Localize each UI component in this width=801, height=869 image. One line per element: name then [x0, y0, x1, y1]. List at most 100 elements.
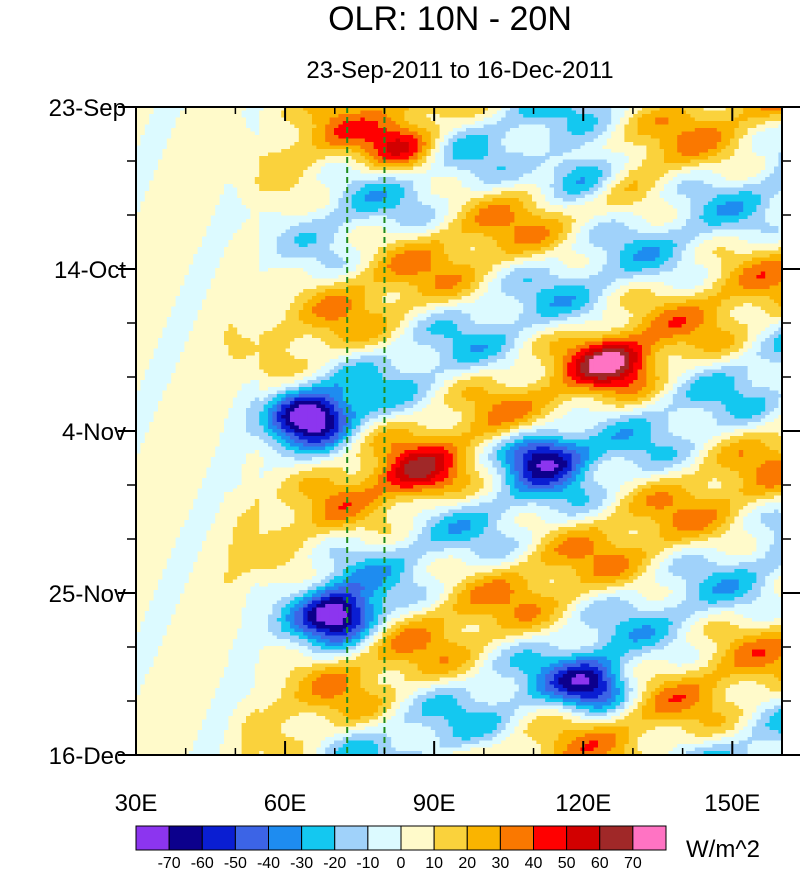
field-cell [422, 142, 427, 146]
field-cell [193, 153, 198, 157]
field-cell [303, 118, 308, 122]
field-cell [211, 121, 216, 125]
field-cell [730, 153, 735, 157]
field-cell [154, 181, 159, 185]
field-cell [228, 188, 233, 192]
field-cell [224, 135, 229, 139]
field-cell [484, 153, 489, 157]
field-cell [677, 198, 682, 202]
field-cell [321, 184, 326, 188]
field-cell [611, 135, 616, 139]
field-cell [550, 118, 555, 122]
field-cell [563, 198, 568, 202]
field-cell [532, 128, 537, 132]
field-cell [611, 174, 616, 178]
field-cell [519, 118, 524, 122]
field-cell [290, 149, 295, 153]
field-cell [686, 174, 691, 178]
field-cell [299, 195, 304, 199]
field-cell [250, 121, 255, 125]
field-cell [726, 139, 731, 143]
field-cell [629, 160, 634, 164]
field-cell [743, 177, 748, 181]
field-cell [206, 121, 211, 125]
field-cell [189, 170, 194, 174]
field-cell [655, 156, 660, 160]
field-cell [409, 128, 414, 132]
field-cell [743, 118, 748, 122]
field-cell [426, 111, 431, 115]
field-cell [224, 142, 229, 146]
field-cell [453, 170, 458, 174]
field-cell [616, 125, 621, 129]
field-cell [422, 191, 427, 195]
field-cell [184, 181, 189, 185]
field-cell [303, 125, 308, 129]
field-cell [655, 191, 660, 195]
field-cell [638, 121, 643, 125]
field-cell [400, 142, 405, 146]
field-cell [440, 118, 445, 122]
field-cell [391, 146, 396, 150]
field-cell [717, 118, 722, 122]
field-cell [453, 177, 458, 181]
field-cell [422, 198, 427, 202]
field-cell [580, 188, 585, 192]
field-cell [563, 125, 568, 129]
field-cell [638, 188, 643, 192]
field-cell [435, 188, 440, 192]
field-cell [259, 142, 264, 146]
field-cell [545, 125, 550, 129]
field-cell [413, 132, 418, 136]
field-cell [189, 174, 194, 178]
field-cell [162, 132, 167, 136]
field-cell [360, 128, 365, 132]
field-cell [479, 198, 484, 202]
field-cell [431, 195, 436, 199]
field-cell [761, 156, 766, 160]
field-cell [761, 146, 766, 150]
field-cell [646, 128, 651, 132]
field-cell [413, 198, 418, 202]
field-cell [668, 146, 673, 150]
field-cell [154, 160, 159, 164]
field-cell [268, 198, 273, 202]
field-cell [250, 202, 255, 206]
field-cell [268, 195, 273, 199]
field-cell [360, 142, 365, 146]
field-cell [765, 188, 770, 192]
field-cell [224, 198, 229, 202]
field-cell [475, 114, 480, 118]
field-cell [378, 184, 383, 188]
field-cell [611, 114, 616, 118]
field-cell [708, 139, 713, 143]
field-cell [598, 170, 603, 174]
field-cell [673, 121, 678, 125]
field-cell [312, 191, 317, 195]
field-cell [572, 184, 577, 188]
field-cell [734, 135, 739, 139]
field-cell [299, 146, 304, 150]
field-cell [211, 132, 216, 136]
field-cell [492, 135, 497, 139]
field-cell [554, 111, 559, 115]
field-cell [488, 198, 493, 202]
field-cell [171, 177, 176, 181]
field-cell [519, 170, 524, 174]
field-cell [677, 167, 682, 171]
field-cell [215, 188, 220, 192]
field-cell [541, 184, 546, 188]
field-cell [598, 163, 603, 167]
field-cell [325, 184, 330, 188]
field-cell [378, 170, 383, 174]
field-cell [193, 174, 198, 178]
field-cell [206, 195, 211, 199]
field-cell [246, 188, 251, 192]
field-cell [655, 177, 660, 181]
field-cell [198, 153, 203, 157]
field-cell [316, 139, 321, 143]
field-cell [193, 167, 198, 171]
field-cell [396, 184, 401, 188]
field-cell [660, 195, 665, 199]
field-cell [193, 149, 198, 153]
